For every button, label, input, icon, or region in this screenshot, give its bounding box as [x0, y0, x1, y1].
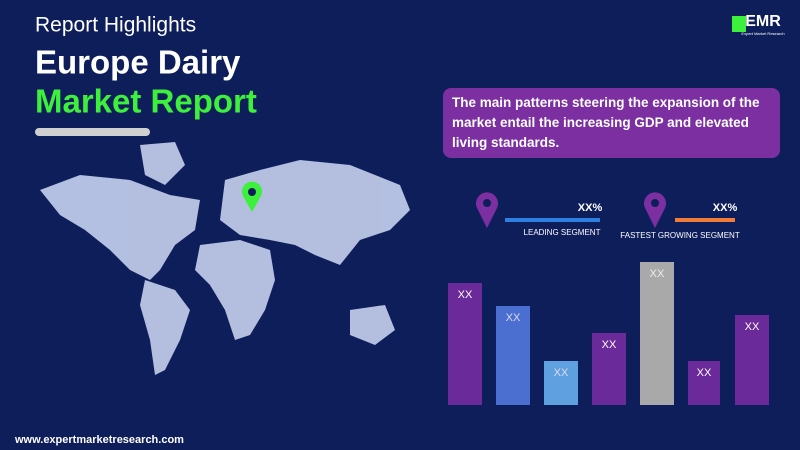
highlight-text: The main patterns steering the expansion… — [452, 95, 760, 150]
bar — [640, 262, 674, 405]
bars: XX XX XX XX XX XX XX — [448, 262, 769, 405]
bar — [592, 333, 626, 405]
footer-url: www.expertmarketresearch.com — [14, 434, 184, 446]
bar — [496, 306, 530, 405]
highlight-box — [443, 88, 780, 158]
kicker: Report Highlights — [35, 14, 196, 37]
bar-label: XX — [506, 312, 521, 324]
title-accent: Market Report — [35, 83, 257, 120]
segment-value: XX% — [578, 202, 603, 214]
bar-label: XX — [697, 367, 712, 379]
segment-leading: XX% LEADING SEGMENT — [475, 192, 603, 237]
pin-marker — [241, 181, 262, 212]
segment-label: FASTEST GROWING SEGMENT — [620, 231, 740, 240]
bar-label: XX — [458, 289, 473, 301]
bar-label: XX — [650, 268, 665, 280]
bar-label: XX — [745, 321, 760, 333]
logo-text: EMR — [745, 13, 781, 30]
logo: EMR Expert Market Research — [732, 13, 785, 36]
bar-label: XX — [602, 339, 617, 351]
bar — [688, 361, 720, 405]
divider — [35, 128, 150, 136]
bar-label: XX — [554, 367, 569, 379]
segment-fastest: XX% FASTEST GROWING SEGMENT — [620, 192, 740, 240]
logo-tagline: Expert Market Research — [741, 31, 784, 36]
bar — [544, 361, 578, 405]
bar — [735, 315, 769, 405]
title: Europe Dairy — [35, 44, 241, 81]
world-map — [40, 142, 410, 375]
segment-value: XX% — [713, 202, 738, 214]
bar — [448, 283, 482, 405]
segment-label: LEADING SEGMENT — [524, 228, 601, 237]
highlight-wrap: The main patterns steering the expansion… — [452, 95, 760, 150]
logo-mark — [732, 16, 746, 32]
